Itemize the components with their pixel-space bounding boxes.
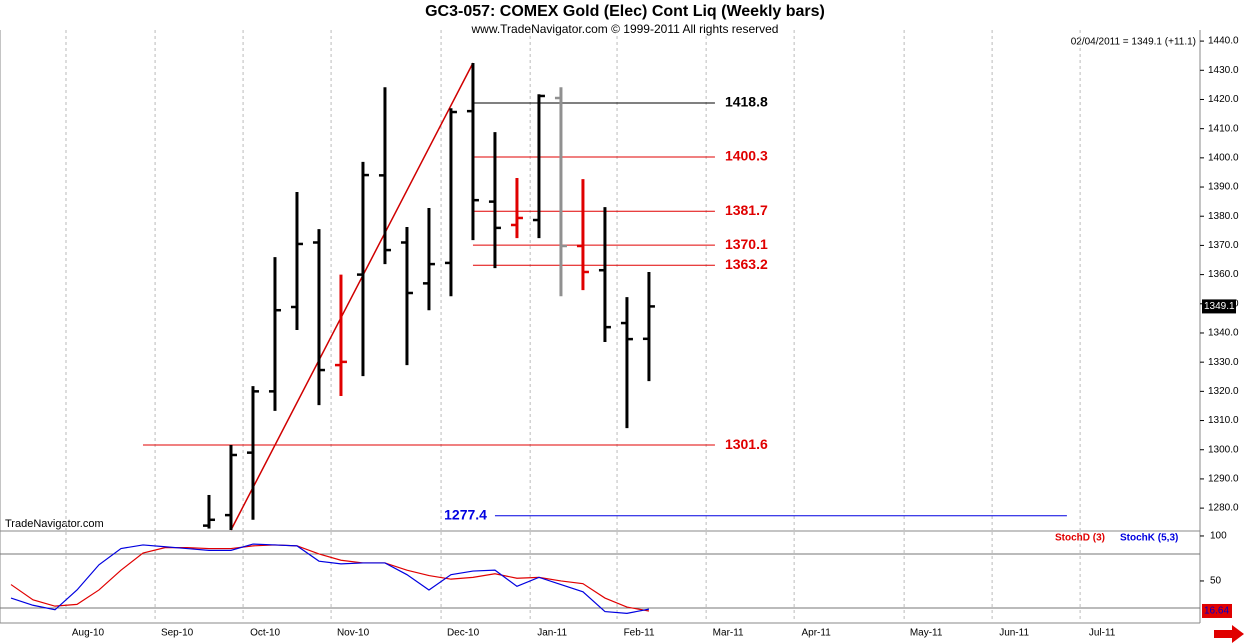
chart-title: GC3-057: COMEX Gold (Elec) Cont Liq (Wee…	[425, 3, 825, 20]
y-tick-label: 1370.0	[1208, 240, 1239, 251]
price-tag	[1202, 299, 1236, 314]
y-tick-label: 1280.0	[1208, 503, 1239, 514]
y-tick-label: 1430.0	[1208, 65, 1239, 76]
x-tick-label: Apr-11	[801, 628, 831, 639]
level-label: 1381.7	[725, 202, 768, 218]
level-label: 1400.3	[725, 148, 768, 164]
x-tick-label: Aug-10	[72, 628, 105, 639]
x-tick-label: Jan-11	[537, 628, 567, 639]
x-tick-label: Oct-10	[250, 628, 280, 639]
y-tick-label: 1410.0	[1208, 123, 1239, 134]
chart-subtitle: www.TradeNavigator.com © 1999-2011 All r…	[471, 22, 779, 36]
legend-entry: StochD (3)	[1055, 533, 1105, 544]
y-tick-label: 1300.0	[1208, 444, 1239, 455]
level-label: 1370.1	[725, 236, 768, 252]
legend-entry: StochK (5,3)	[1120, 533, 1178, 544]
y-tick-label: 100	[1210, 531, 1227, 542]
level-label: 1301.6	[725, 436, 768, 452]
price-tag-label: 1349.1	[1204, 301, 1235, 312]
info-text: 02/04/2011 = 1349.1 (+11.1)	[1071, 37, 1196, 48]
y-tick-label: 1440.0	[1208, 36, 1239, 47]
x-tick-label: Nov-10	[337, 628, 370, 639]
y-tick-label: 1290.0	[1208, 474, 1239, 485]
watermark: TradeNavigator.com	[5, 518, 104, 530]
x-tick-label: Mar-11	[713, 628, 744, 639]
level-label: 1363.2	[725, 256, 768, 272]
y-tick-label: 1330.0	[1208, 357, 1239, 368]
y-tick-label: 1420.0	[1208, 94, 1239, 105]
value-tag-label: 16.64	[1204, 606, 1229, 617]
trendline	[230, 62, 474, 531]
scroll-arrow[interactable]	[1214, 625, 1244, 643]
level-label: 1418.8	[725, 94, 768, 110]
y-tick-label: 1340.0	[1208, 328, 1239, 339]
y-tick-label: 1360.0	[1208, 269, 1239, 280]
y-tick-label: 1310.0	[1208, 415, 1239, 426]
x-tick-label: May-11	[910, 628, 943, 639]
x-tick-label: Feb-11	[624, 628, 655, 639]
y-tick-label: 1320.0	[1208, 386, 1239, 397]
x-tick-label: Jul-11	[1089, 628, 1116, 639]
y-tick-label: 1390.0	[1208, 182, 1239, 193]
y-tick-label: 50	[1210, 576, 1222, 587]
stoch-line	[10, 543, 650, 614]
y-tick-label: 1400.0	[1208, 152, 1239, 163]
level-label: 1277.4	[444, 506, 487, 522]
value-tag	[1202, 603, 1232, 618]
x-tick-label: Sep-10	[161, 628, 194, 639]
x-tick-label: Jun-11	[999, 628, 1029, 639]
x-tick-label: Dec-10	[447, 628, 480, 639]
y-tick-label: 1380.0	[1208, 211, 1239, 222]
